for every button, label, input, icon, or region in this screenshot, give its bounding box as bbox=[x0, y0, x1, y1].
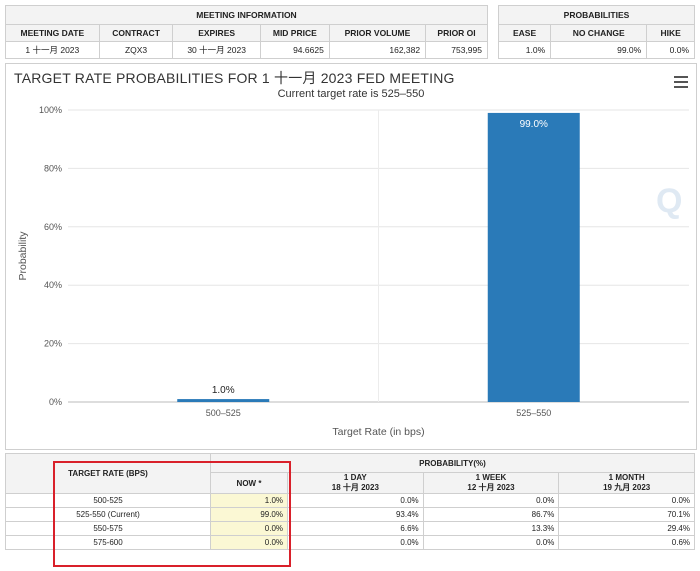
week-cell: 13.3% bbox=[422, 521, 560, 536]
hamburger-menu-icon[interactable] bbox=[674, 76, 688, 88]
day-cell: 93.4% bbox=[287, 507, 424, 522]
meeting-information-title: MEETING INFORMATION bbox=[5, 5, 488, 25]
bar bbox=[177, 399, 270, 402]
one-month-header: 1 MONTH 19 九月 2023 bbox=[558, 472, 695, 494]
month-cell: 29.4% bbox=[558, 521, 695, 536]
now-cell: 0.0% bbox=[210, 535, 288, 550]
one-week-header: 1 WEEK 12 十月 2023 bbox=[422, 472, 560, 494]
day-cell: 0.0% bbox=[287, 535, 424, 550]
bar bbox=[487, 112, 580, 403]
target-rate-probability-table: TARGET RATE (BPS) PROBABILITY(%) NOW * 1… bbox=[5, 453, 695, 550]
watermark-logo: Q bbox=[656, 182, 683, 220]
col-expires: EXPIRES bbox=[172, 24, 261, 42]
bar-chart: 0% 20% 40% 60% 80% 100% 1.0% 500–525 99.0% 525–55… bbox=[17, 105, 689, 438]
rate-cell: 575-600 bbox=[5, 535, 211, 550]
x-tick-label: 500–525 bbox=[206, 408, 241, 418]
rate-cell: 550-575 bbox=[5, 521, 211, 536]
rate-cell: 500-525 bbox=[5, 493, 211, 508]
meeting-information-table: MEETING INFORMATION MEETING DATE CONTRAC… bbox=[5, 5, 488, 59]
one-week-label: 1 WEEK bbox=[475, 473, 507, 482]
hike-value: 0.0% bbox=[646, 41, 695, 59]
expires-value: 30 十一月 2023 bbox=[172, 41, 261, 59]
y-tick-label: 100% bbox=[39, 105, 62, 115]
day-cell: 0.0% bbox=[287, 493, 424, 508]
probabilities-table: PROBABILITIES EASE NO CHANGE HIKE 1.0% 9… bbox=[497, 5, 695, 59]
month-cell: 70.1% bbox=[558, 507, 695, 522]
now-cell: 0.0% bbox=[210, 521, 288, 536]
month-cell: 0.6% bbox=[558, 535, 695, 550]
col-ease: EASE bbox=[497, 24, 552, 42]
data-label: 1.0% bbox=[212, 385, 235, 396]
meeting-date-value: 1 十一月 2023 bbox=[5, 41, 100, 59]
col-mid-price: MID PRICE bbox=[259, 24, 330, 42]
table-row: 575-600 0.0% 0.0% 0.0% 0.6% bbox=[5, 535, 695, 550]
table-row: 500-525 1.0% 0.0% 0.0% 0.0% bbox=[5, 493, 695, 508]
no-change-value: 99.0% bbox=[550, 41, 648, 59]
y-tick-label: 60% bbox=[44, 222, 62, 232]
data-label: 99.0% bbox=[520, 119, 548, 130]
prior-volume-value: 162,382 bbox=[328, 41, 427, 59]
col-no-change: NO CHANGE bbox=[550, 24, 648, 42]
col-prior-oi: PRIOR OI bbox=[425, 24, 488, 42]
target-rate-header: TARGET RATE (BPS) bbox=[5, 453, 211, 494]
chart-title: TARGET RATE PROBABILITIES FOR 1 十一月 2023… bbox=[14, 70, 455, 86]
table-row: 525-550 (Current) 99.0% 93.4% 86.7% 70.1… bbox=[5, 507, 695, 522]
now-header: NOW * bbox=[210, 472, 288, 494]
rate-cell: 525-550 (Current) bbox=[5, 507, 211, 522]
one-week-date: 12 十月 2023 bbox=[467, 483, 515, 492]
y-axis-label: Probability bbox=[17, 231, 29, 281]
month-cell: 0.0% bbox=[558, 493, 695, 508]
chart-subtitle: Current target rate is 525–550 bbox=[277, 88, 425, 100]
one-day-header: 1 DAY 18 十月 2023 bbox=[287, 472, 424, 494]
col-prior-volume: PRIOR VOLUME bbox=[328, 24, 427, 42]
ease-value: 1.0% bbox=[497, 41, 552, 59]
week-cell: 86.7% bbox=[422, 507, 560, 522]
prior-oi-value: 753,995 bbox=[425, 41, 488, 59]
y-tick-label: 40% bbox=[44, 280, 62, 290]
table-row: 550-575 0.0% 6.6% 13.3% 29.4% bbox=[5, 521, 695, 536]
one-month-date: 19 九月 2023 bbox=[603, 483, 651, 492]
one-day-label: 1 DAY bbox=[343, 473, 367, 482]
now-cell: 1.0% bbox=[210, 493, 288, 508]
one-day-date: 18 十月 2023 bbox=[331, 483, 379, 492]
probabilities-title: PROBABILITIES bbox=[498, 5, 695, 25]
week-cell: 0.0% bbox=[422, 493, 560, 508]
day-cell: 6.6% bbox=[287, 521, 424, 536]
x-axis-label: Target Rate (in bps) bbox=[332, 426, 424, 438]
contract-value: ZQX3 bbox=[98, 41, 174, 59]
chart-panel: TARGET RATE PROBABILITIES FOR 1 十一月 2023… bbox=[5, 63, 697, 450]
one-month-label: 1 MONTH bbox=[608, 473, 645, 482]
week-cell: 0.0% bbox=[422, 535, 560, 550]
y-tick-label: 80% bbox=[44, 163, 62, 173]
col-hike: HIKE bbox=[646, 24, 695, 42]
col-contract: CONTRACT bbox=[98, 24, 174, 42]
y-tick-label: 0% bbox=[49, 397, 62, 407]
now-cell: 99.0% bbox=[210, 507, 288, 522]
y-tick-label: 20% bbox=[44, 339, 62, 349]
probability-header: PROBABILITY(%) bbox=[210, 453, 695, 473]
x-tick-label: 525–550 bbox=[516, 408, 551, 418]
mid-price-value: 94.6625 bbox=[259, 41, 330, 59]
col-meeting-date: MEETING DATE bbox=[5, 24, 100, 42]
